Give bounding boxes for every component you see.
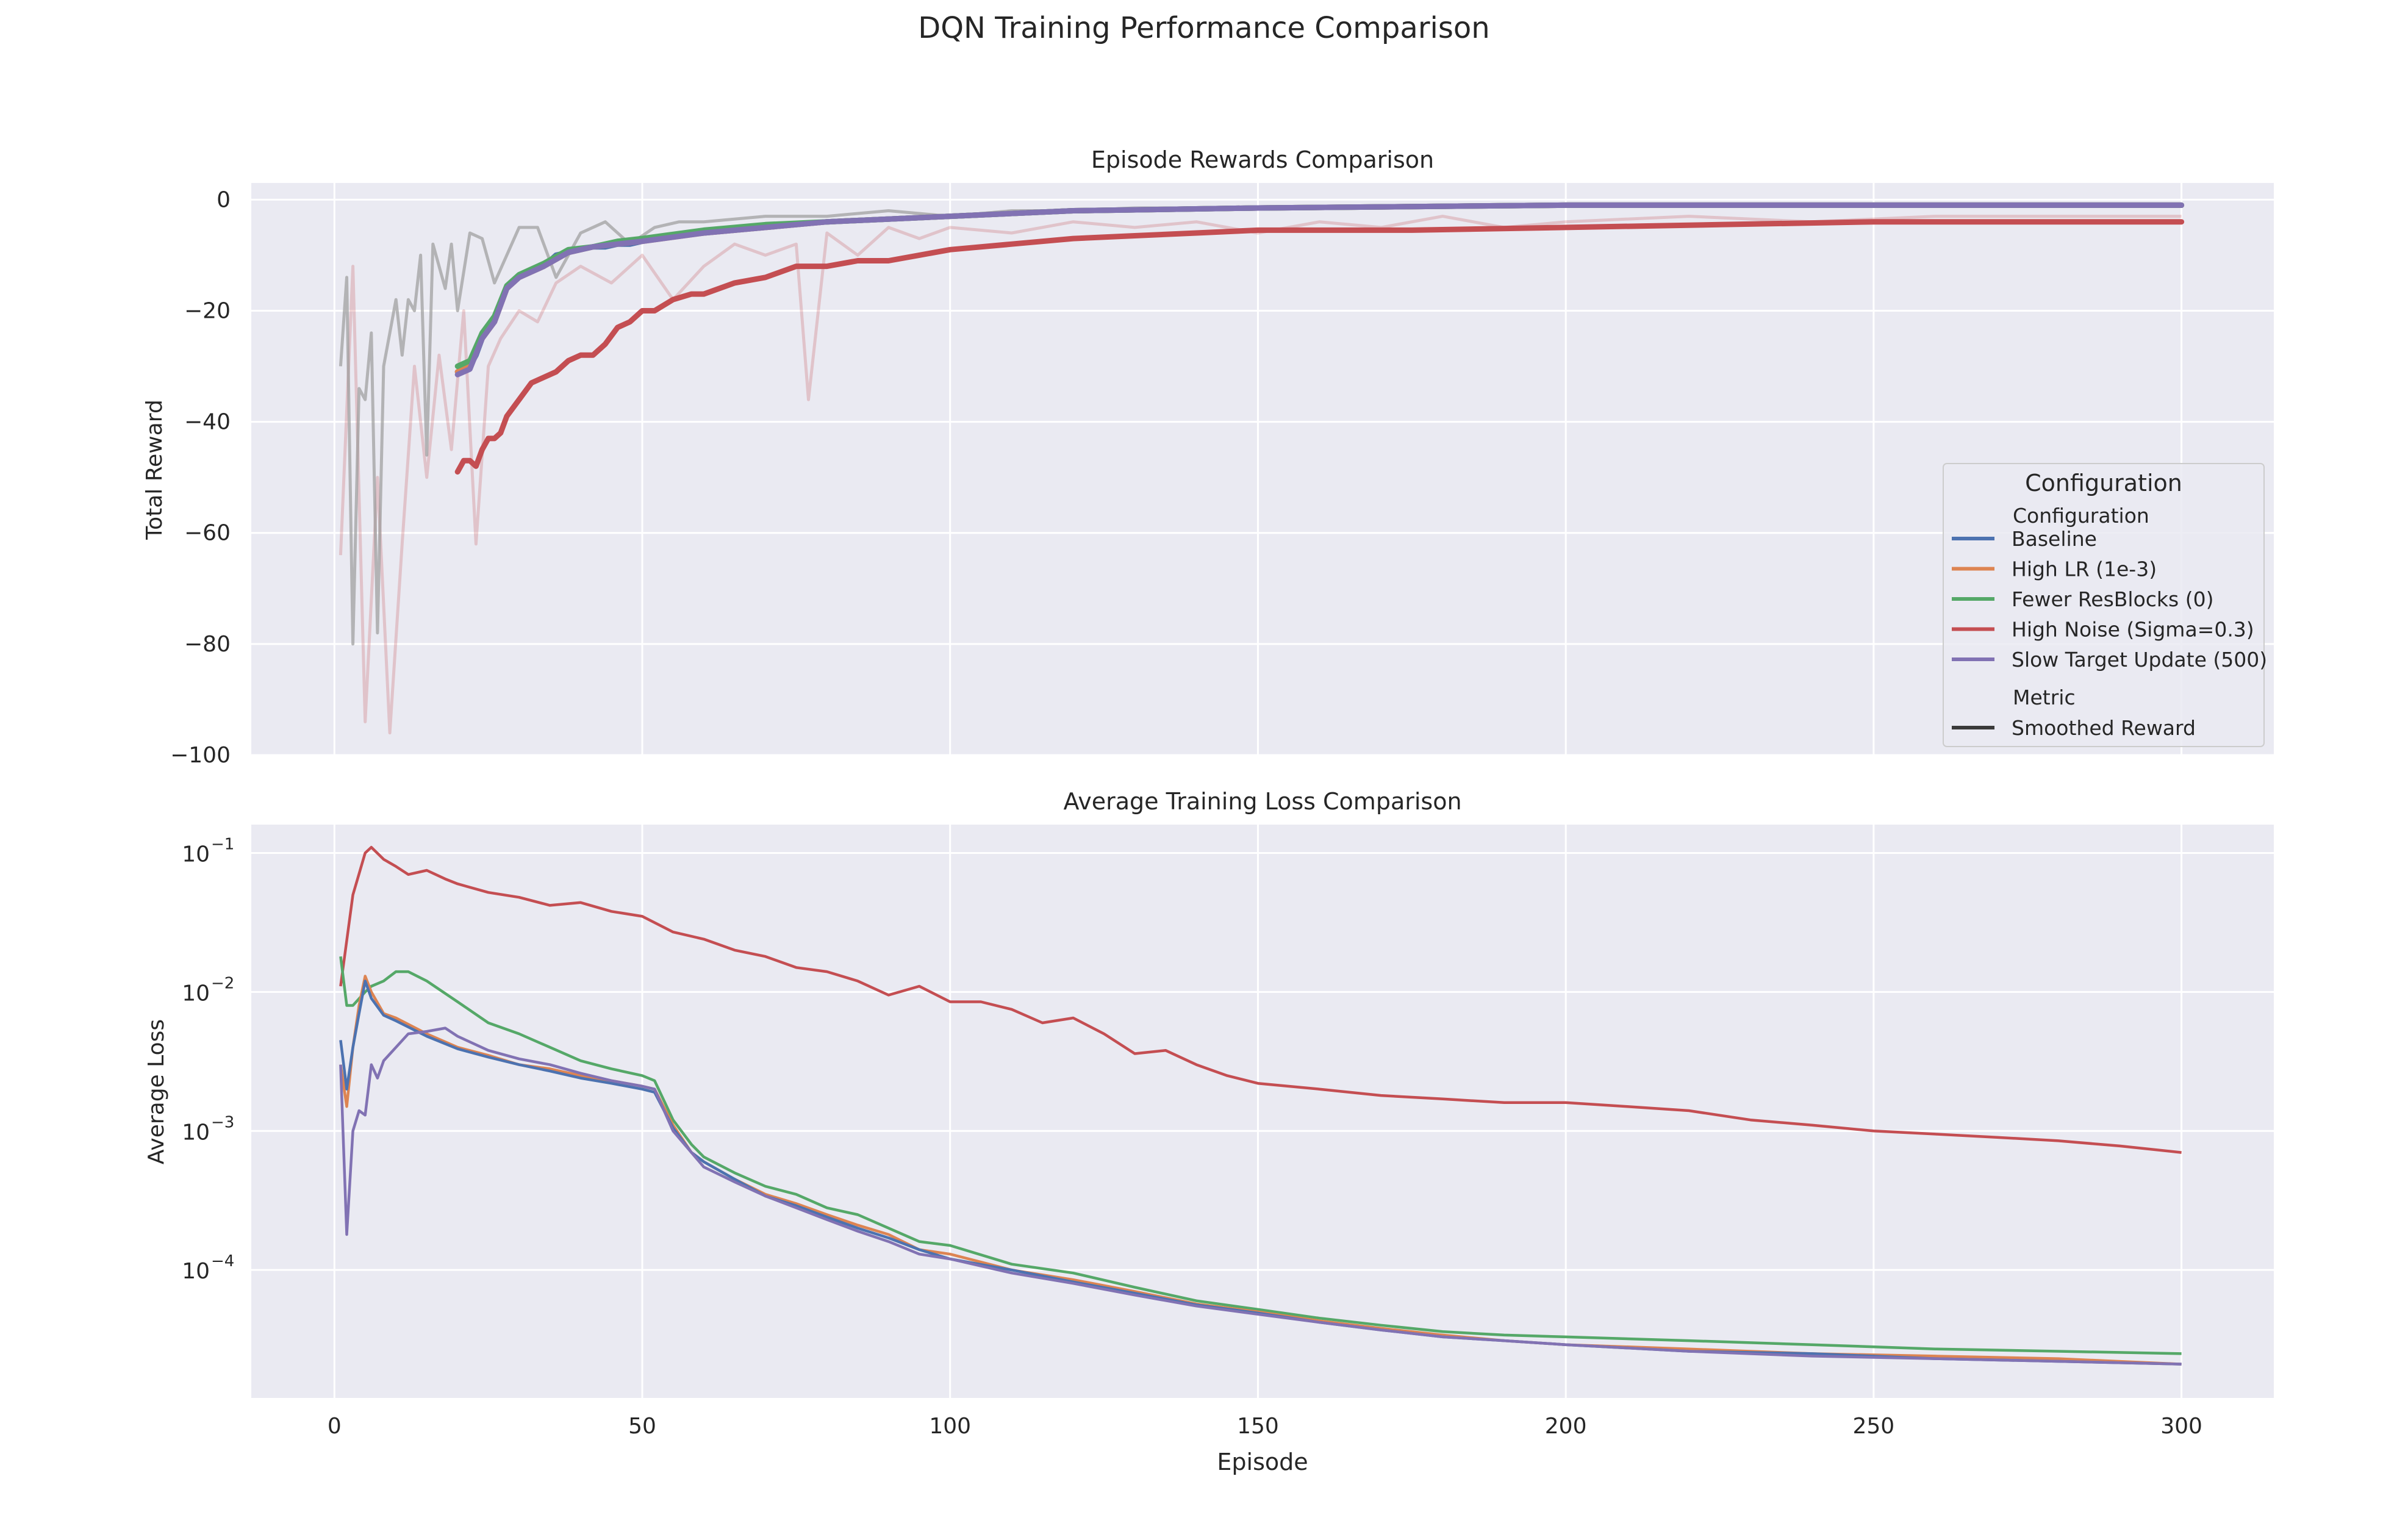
- x-axis-label: Episode: [1217, 1449, 1308, 1475]
- rewards-y-tick-label: −80: [184, 632, 231, 657]
- loss-y-tick-exponent: −3: [211, 1113, 234, 1131]
- legend-subtitle-metric: Metric: [2013, 686, 2076, 709]
- x-tick-label: 150: [1237, 1414, 1279, 1439]
- legend: Configuration Configuration Baseline High…: [1943, 463, 2267, 747]
- raw-reward-line-high-noise-sigma-0-3: [339, 215, 2182, 735]
- legend-label-slow-target-update-500: Slow Target Update (500): [2012, 648, 2267, 672]
- legend-label-baseline: Baseline: [2012, 527, 2097, 551]
- loss-y-tick-label: 10: [182, 842, 210, 867]
- loss-plot-area: [251, 825, 2274, 1398]
- legend-subtitle-config: Configuration: [2013, 504, 2149, 528]
- legend-label-high-lr-1e-3: High LR (1e-3): [2012, 557, 2157, 581]
- legend-title: Configuration: [2025, 470, 2182, 496]
- loss-y-tick-label: 10: [182, 981, 210, 1006]
- loss-line-high-noise-sigma-0-3: [339, 845, 2182, 1154]
- loss-y-tick-label: 10: [182, 1120, 210, 1145]
- rewards-y-tick-label: −100: [170, 743, 231, 768]
- loss-grid: [251, 825, 2274, 1398]
- rewards-plot-area: [251, 183, 2274, 755]
- rewards-chart-title: Episode Rewards Comparison: [1091, 146, 1434, 173]
- x-tick-label: 300: [2160, 1414, 2202, 1439]
- loss-y-tick-label: 10: [182, 1259, 210, 1284]
- rewards-ticks: 0 −20 −40 −60 −80 −100: [170, 187, 231, 768]
- loss-y-tick-exponent: −2: [211, 974, 234, 992]
- legend-label-high-noise-sigma-0-3: High Noise (Sigma=0.3): [2012, 618, 2254, 642]
- smoothed-reward-line-slow-target-update-500: [454, 202, 2185, 378]
- loss-line-high-lr-1e-3: [339, 975, 2182, 1366]
- rewards-y-tick-label: 0: [217, 187, 231, 212]
- x-tick-label: 0: [328, 1414, 342, 1439]
- smoothed-reward-line-high-noise-sigma-0-3: [454, 219, 2185, 475]
- legend-frame: [1943, 463, 2265, 747]
- x-tick-label: 50: [628, 1414, 656, 1439]
- loss-lines: [339, 845, 2182, 1366]
- loss-y-axis-label: Average Loss: [144, 1019, 169, 1164]
- loss-line-fewer-resblocks-0: [339, 956, 2182, 1355]
- rewards-y-tick-label: −40: [184, 410, 231, 435]
- loss-line-slow-target-update-500: [339, 1026, 2182, 1366]
- rewards-y-tick-label: −60: [184, 521, 231, 546]
- x-tick-label: 100: [929, 1414, 971, 1439]
- rewards-smoothed-lines: [454, 202, 2185, 475]
- rewards-panel: 0 −20 −40 −60 −80 −100 Episode Rewards Compar…: [142, 146, 2274, 768]
- figure-title: DQN Training Performance Comparison: [918, 11, 1489, 45]
- rewards-y-tick-label: −20: [184, 298, 231, 323]
- legend-label-fewer-resblocks-0: Fewer ResBlocks (0): [2012, 587, 2213, 611]
- loss-y-tick-exponent: −4: [211, 1252, 234, 1270]
- rewards-y-axis-label: Total Reward: [142, 399, 167, 540]
- x-tick-label: 250: [1853, 1414, 1895, 1439]
- loss-chart-title: Average Training Loss Comparison: [1063, 788, 1461, 815]
- legend-metric-label: Smoothed Reward: [2012, 716, 2196, 740]
- loss-y-tick-exponent: −1: [211, 836, 234, 854]
- x-tick-label: 200: [1545, 1414, 1587, 1439]
